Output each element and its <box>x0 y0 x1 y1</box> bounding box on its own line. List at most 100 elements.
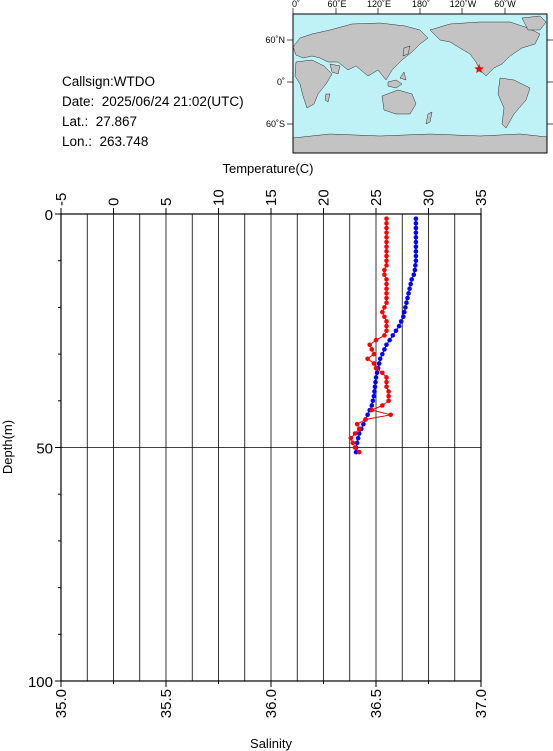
temperature-point <box>382 347 387 352</box>
longitude-label: Lon.: 263.748 <box>62 134 149 149</box>
temperature-point <box>390 333 396 338</box>
salinity-tick-label: 36.5 <box>368 689 385 718</box>
temperature-point <box>413 216 419 221</box>
salinity-point <box>388 412 394 418</box>
map-lat-label: 60˚N <box>265 35 285 45</box>
temperature-point <box>384 342 389 348</box>
temperature-point <box>408 281 413 287</box>
map-lat-label: 60˚S <box>266 119 285 129</box>
salinity-point <box>380 403 385 408</box>
temperature-point <box>354 440 360 446</box>
temperature-point <box>373 379 378 385</box>
depth-axis: 0 50 100 <box>28 207 61 691</box>
temperature-point <box>403 305 408 310</box>
map-lat-label: 0˚ <box>277 77 285 87</box>
salinity-tick-label: 35.0 <box>53 689 70 718</box>
salinity-point <box>380 309 385 315</box>
salinity-point <box>380 370 385 376</box>
temperature-point <box>404 300 409 306</box>
salinity-point <box>371 351 377 357</box>
temperature-tick-label: 30 <box>421 189 438 206</box>
salinity-point <box>382 314 387 320</box>
salinity-point <box>384 291 389 296</box>
map-frame-ticks <box>287 8 553 125</box>
temperature-point <box>407 286 412 292</box>
temperature-point <box>353 449 359 455</box>
temperature-point <box>413 244 419 249</box>
temperature-tick-label: 25 <box>368 189 385 206</box>
map-landmasses <box>292 15 548 154</box>
salinity-point <box>369 407 375 413</box>
temperature-tick-label: 10 <box>211 189 228 206</box>
temperature-point <box>413 249 419 254</box>
temperature-point <box>377 356 383 362</box>
temperature-point <box>372 389 377 394</box>
map-lon-label: 120˚E <box>367 0 391 9</box>
map-lon-label: 180˚ <box>412 0 430 9</box>
salinity-point <box>384 286 389 292</box>
location-map: 0˚ 60˚E 120˚E 180˚ 120˚W 60˚W 60˚N 0˚ 60… <box>265 0 553 154</box>
salinity-point <box>367 342 373 348</box>
temperature-point <box>380 351 385 357</box>
temperature-point <box>402 309 407 315</box>
map-lon-label: 60˚W <box>494 0 516 9</box>
temperature-point <box>356 431 362 436</box>
salinity-point <box>350 440 356 446</box>
station-star <box>474 64 484 73</box>
temperature-point <box>387 337 392 343</box>
temperature-point <box>413 258 419 264</box>
salinity-tick-label: 37.0 <box>473 689 490 718</box>
temperature-point <box>412 267 418 273</box>
salinity-point <box>384 239 389 245</box>
salinity-point <box>352 445 358 450</box>
salinity-point <box>384 300 389 306</box>
map-lon-label: 60˚E <box>327 0 346 9</box>
salinity-point <box>384 249 389 254</box>
temperature-point <box>413 230 419 235</box>
salinity-point <box>384 319 389 324</box>
temperature-point <box>355 435 361 441</box>
chart-grid <box>60 214 482 681</box>
temperature-point <box>413 225 419 231</box>
callsign-label: Callsign:WTDO <box>62 74 156 89</box>
temperature-axis-title: Temperature(C) <box>222 161 313 176</box>
temperature-tick-label: 15 <box>263 189 280 206</box>
depth-tick-label: 0 <box>45 207 53 224</box>
salinity-point <box>386 393 391 399</box>
temperature-point <box>361 421 366 427</box>
temperature-point <box>413 253 419 259</box>
temperature-point <box>373 375 379 380</box>
salinity-point <box>365 356 370 362</box>
temperature-point <box>370 398 376 404</box>
salinity-point <box>386 389 391 394</box>
salinity-point <box>348 435 354 441</box>
depth-axis-title: Depth(m) <box>0 420 15 474</box>
map-lon-label: 0˚ <box>292 0 300 9</box>
salinity-point <box>382 272 387 278</box>
salinity-point <box>384 328 389 334</box>
temperature-point <box>413 221 419 226</box>
salinity-point <box>384 253 389 259</box>
station-marker-icon <box>474 64 484 73</box>
temperature-point <box>406 291 411 296</box>
salinity-point <box>384 277 389 282</box>
chart-series <box>348 216 419 455</box>
salinity-point <box>382 305 387 310</box>
salinity-point <box>371 361 377 366</box>
salinity-point <box>384 281 389 287</box>
salinity-tick-label: 35.5 <box>158 689 175 718</box>
salinity-point <box>384 384 389 390</box>
salinity-point <box>384 258 389 264</box>
temperature-point <box>374 370 380 376</box>
salinity-axis-title: Salinity <box>250 736 292 751</box>
salinity-point <box>384 379 389 385</box>
temperature-point <box>369 403 375 408</box>
salinity-point <box>384 221 389 226</box>
temperature-point <box>371 393 377 399</box>
salinity-point <box>352 431 358 436</box>
temperature-point <box>396 323 402 329</box>
map-lon-label: 120˚W <box>450 0 477 9</box>
temperature-tick-label: 5 <box>158 198 175 206</box>
date-label: Date: 2025/06/24 21:02(UTC) <box>62 94 244 109</box>
